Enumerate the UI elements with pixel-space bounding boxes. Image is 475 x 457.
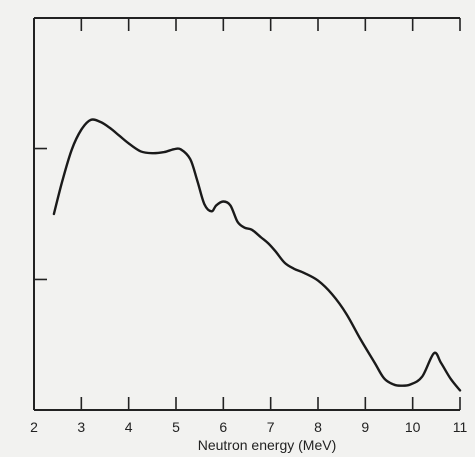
ticks xyxy=(33,18,461,410)
x-tick-label: 11 xyxy=(453,419,468,435)
x-tick-label: 5 xyxy=(172,419,180,435)
axes xyxy=(33,17,460,411)
x-tick-label: 3 xyxy=(77,419,85,435)
tick-labels: 2 3 4 5 6 7 8 9 10 11 xyxy=(30,419,467,435)
x-axis-label: Neutron energy (MeV) xyxy=(198,437,337,453)
x-tick-label: 8 xyxy=(314,419,322,435)
x-tick-label: 2 xyxy=(30,419,38,435)
series xyxy=(52,118,462,392)
x-tick-label: 10 xyxy=(405,419,421,435)
x-tick-label: 7 xyxy=(267,419,275,435)
x-tick-label: 4 xyxy=(125,419,133,435)
x-tick-label: 6 xyxy=(219,419,227,435)
series-line-0 xyxy=(52,118,462,392)
x-tick-label: 9 xyxy=(361,419,369,435)
